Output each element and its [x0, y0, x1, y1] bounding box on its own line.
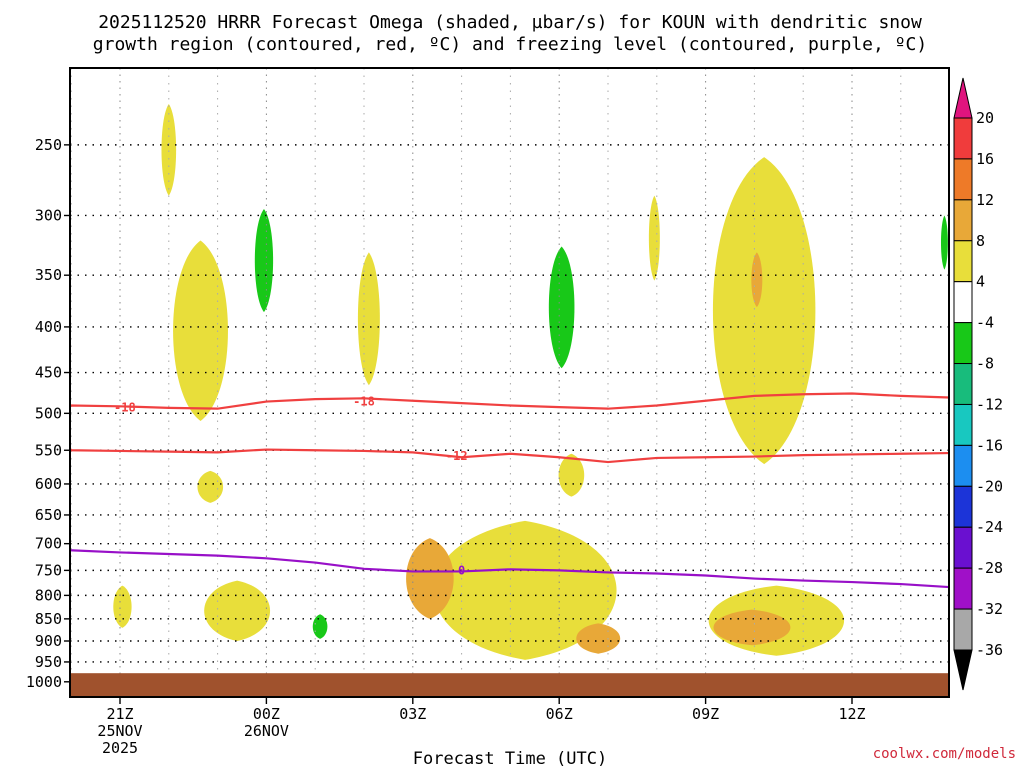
colorbar-segment-3 — [953, 240, 973, 283]
colorbar-segment-7 — [953, 403, 973, 446]
omega-region-18 — [940, 215, 948, 270]
colorbar-label--24: -24 — [976, 518, 1003, 536]
y-tick-label-900: 900 — [35, 632, 62, 650]
x-tick-label-00Z: 00Z — [253, 705, 280, 723]
contour-layer: -18 -18 -12 0 — [69, 392, 950, 589]
omega-region-12 — [713, 609, 791, 646]
colorbar-segment-11 — [953, 567, 973, 610]
omega-region-16 — [548, 246, 575, 369]
colorbar-label-12: 12 — [976, 191, 994, 209]
colorbar-segment-1 — [953, 158, 973, 201]
omega-region-15 — [254, 208, 274, 313]
x-tick-date-25NOV: 25NOV — [97, 722, 142, 740]
colorbar-segment-0 — [953, 117, 973, 160]
x-tick-label-09Z: 09Z — [692, 705, 719, 723]
contour-temp-minus-12 — [69, 448, 950, 464]
x-tick-date-26NOV: 26NOV — [244, 722, 289, 740]
colorbar-segment-8 — [953, 444, 973, 487]
colorbar-label--16: -16 — [976, 436, 1003, 454]
omega-region-6 — [433, 520, 617, 660]
colorbar-label-16: 16 — [976, 150, 994, 168]
colorbar-label--28: -28 — [976, 559, 1003, 577]
colorbar-segment-6 — [953, 363, 973, 405]
ground-terrain — [70, 673, 949, 697]
colorbar-legend: 20 16 12 8 4 -4 -8 -12 -16 -20 -24 -28 -32 -36 — [953, 77, 1003, 691]
colorbar-label--12: -12 — [976, 395, 1003, 413]
y-tick-label-400: 400 — [35, 318, 62, 336]
y-tick-label-1000: 1000 — [26, 673, 62, 691]
colorbar-segment-4 — [953, 281, 973, 324]
colorbar-segment-9 — [953, 485, 973, 528]
colorbar-label--32: -32 — [976, 600, 1003, 618]
y-tick-label-550: 550 — [35, 441, 62, 459]
x-tick-label-06Z: 06Z — [546, 705, 573, 723]
contour-label-temp-minus-18: -18 — [353, 395, 375, 409]
colorbar-label--20: -20 — [976, 477, 1003, 495]
credit-text: coolwx.com/models — [873, 746, 1016, 762]
colorbar-label--4: -4 — [976, 314, 994, 332]
contour-label-temp-minus-12: -12 — [446, 449, 468, 463]
x-tick-label-12Z: 12Z — [838, 705, 865, 723]
chart-title-line-2: growth region (contoured, red, ºC) and f… — [93, 34, 927, 55]
colorbar-label-20: 20 — [976, 109, 994, 127]
omega-region-1 — [173, 240, 228, 422]
colorbar-segment-12 — [953, 608, 973, 651]
x-tick-year-2025: 2025 — [102, 739, 138, 757]
omega-region-7 — [406, 538, 454, 619]
omega-region-17 — [312, 614, 328, 639]
y-tick-label-350: 350 — [35, 266, 62, 284]
colorbar-label--36: -36 — [976, 641, 1003, 659]
y-axis-pressure-ticks: 250 300 350 400 450 500 550 600 650 700 750 800 850 9… — [26, 136, 70, 691]
x-tick-label-21Z: 21Z — [106, 705, 133, 723]
omega-region-10 — [648, 195, 660, 281]
contour-temp-minus-18 — [69, 392, 950, 410]
omega-region-0 — [161, 104, 177, 196]
y-tick-label-650: 650 — [35, 506, 62, 524]
y-tick-label-450: 450 — [35, 364, 62, 382]
contour-freezing-level — [69, 549, 950, 589]
contour-label-temp-minus-18: -18 — [114, 400, 136, 414]
y-tick-label-950: 950 — [35, 653, 62, 671]
omega-region-2 — [197, 470, 224, 503]
y-tick-label-850: 850 — [35, 610, 62, 628]
x-axis-label: Forecast Time (UTC) — [413, 749, 607, 768]
y-tick-label-750: 750 — [35, 561, 62, 579]
y-tick-label-800: 800 — [35, 586, 62, 604]
colorbar-top-arrow — [953, 77, 973, 119]
contour-label-freezing-level: 0 — [458, 563, 465, 577]
colorbar-segment-5 — [953, 322, 973, 365]
plot-frame — [69, 67, 950, 698]
omega-region-5 — [357, 252, 380, 386]
colorbar-bottom-arrow — [953, 649, 973, 691]
colorbar-segment-2 — [953, 199, 973, 242]
plot-area: -18 -18 -12 0 — [69, 67, 950, 698]
y-tick-label-600: 600 — [35, 475, 62, 493]
y-tick-label-700: 700 — [35, 535, 62, 553]
y-tick-label-500: 500 — [35, 404, 62, 422]
y-tick-label-300: 300 — [35, 206, 62, 224]
colorbar-label--8: -8 — [976, 355, 994, 373]
omega-region-8 — [576, 623, 621, 654]
omega-region-9 — [558, 453, 585, 497]
y-tick-label-250: 250 — [35, 136, 62, 154]
omega-shading-layer — [113, 104, 948, 660]
grid-lines — [70, 68, 949, 697]
colorbar-segment-10 — [953, 526, 973, 569]
colorbar-label-8: 8 — [976, 232, 985, 250]
chart-title-line-1: 2025112520 HRRR Forecast Omega (shaded, … — [98, 12, 922, 33]
x-tick-label-03Z: 03Z — [399, 705, 426, 723]
omega-region-3 — [113, 585, 132, 628]
omega-region-13 — [712, 157, 816, 465]
colorbar-label-4: 4 — [976, 273, 985, 291]
